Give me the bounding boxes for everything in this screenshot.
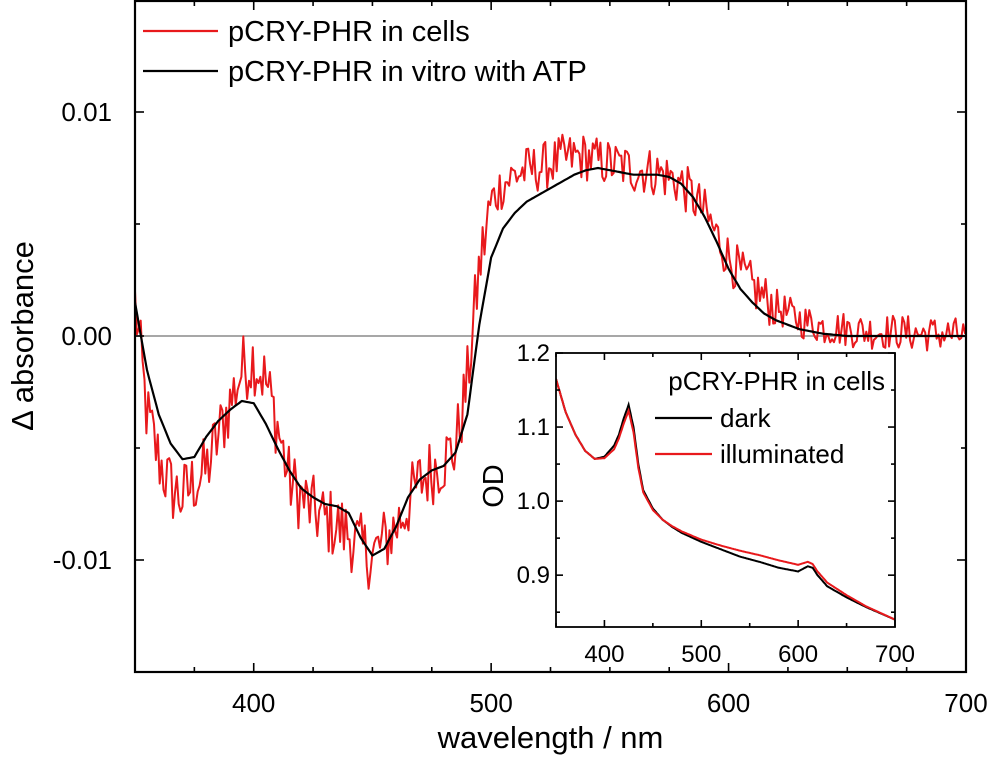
inset-x-tick-label: 600 — [778, 641, 818, 668]
inset-legend-label: dark — [720, 403, 772, 433]
x-tick-label: 400 — [232, 688, 275, 718]
legend-label: pCRY-PHR in cells — [228, 16, 470, 48]
inset-y-tick-label: 0.9 — [517, 562, 550, 589]
inset-series-line-dark — [556, 378, 895, 621]
inset-legend-title: pCRY-PHR in cells — [668, 366, 885, 396]
inset-y-axis-label: OD — [478, 464, 510, 508]
inset-legend: pCRY-PHR in cells dark illuminated — [655, 366, 885, 469]
main-series-group — [135, 133, 966, 590]
series-line-in-cells — [135, 133, 966, 590]
main-legend: pCRY-PHR in cells pCRY-PHR in vitro with … — [143, 16, 587, 88]
y-tick-label: 0.01 — [61, 97, 112, 127]
inset-series-group — [556, 378, 895, 621]
inset-y-tick-label: 1.0 — [517, 488, 550, 515]
inset-legend-label: illuminated — [720, 439, 844, 469]
inset-frame — [555, 352, 896, 628]
inset-plot: 400 500 600 700 0.9 1.0 1.1 1.2 OD — [478, 340, 915, 668]
x-axis-label: wavelength / nm — [437, 720, 664, 755]
x-tick-label: 500 — [469, 688, 512, 718]
legend-label: pCRY-PHR in vitro with ATP — [228, 56, 587, 88]
inset-x-tick-label: 500 — [681, 641, 721, 668]
inset-y-tick-label: 1.2 — [517, 340, 550, 367]
inset-series-line-illuminated — [556, 378, 895, 621]
series-line-in-vitro — [135, 166, 966, 557]
y-tick-label: -0.01 — [53, 545, 112, 575]
inset-x-tick-label: 400 — [584, 641, 624, 668]
y-axis-label: Δ absorbance — [5, 241, 40, 431]
inset-y-tick-label: 1.1 — [517, 414, 550, 441]
x-tick-label: 600 — [707, 688, 750, 718]
inset-background — [556, 353, 895, 627]
main-plot: 400 500 600 700 -0.01 0.00 0.01 wavelength / nm… — [5, 0, 988, 755]
inset-x-tick-label: 700 — [875, 641, 915, 668]
y-tick-label: 0.00 — [61, 321, 112, 351]
x-tick-label: 700 — [944, 688, 987, 718]
